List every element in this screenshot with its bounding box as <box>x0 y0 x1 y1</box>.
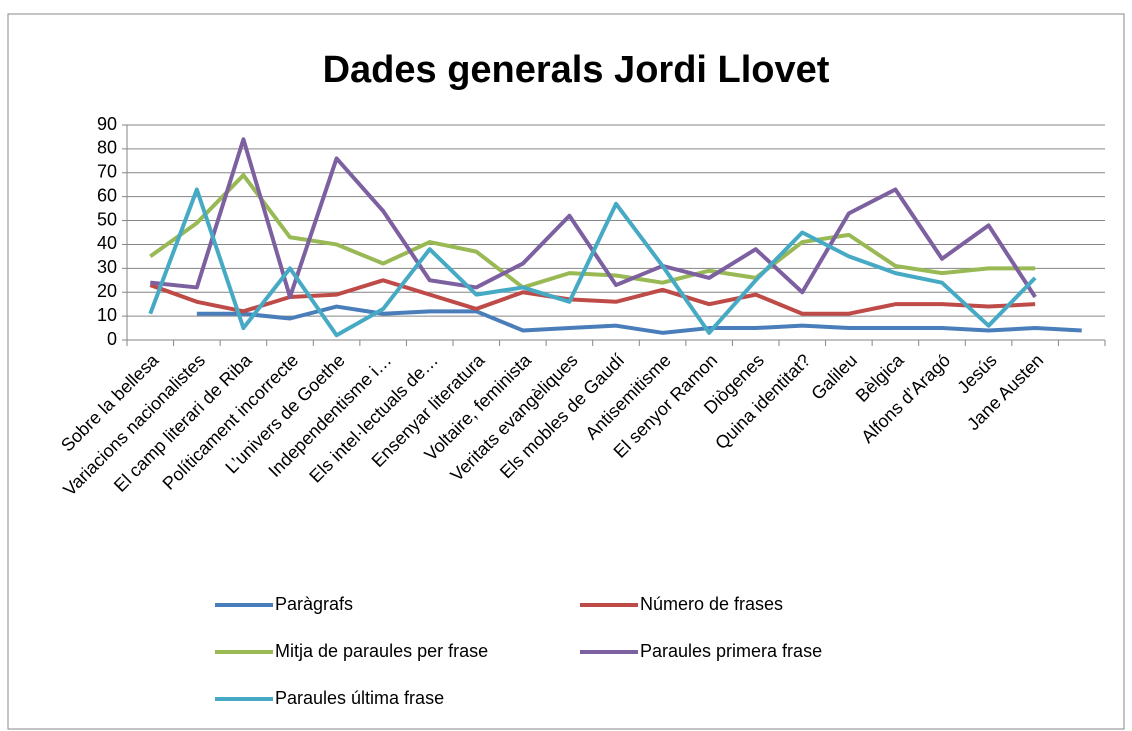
y-tick-label: 80 <box>97 138 117 158</box>
y-tick-label: 0 <box>107 329 117 349</box>
y-tick-label: 90 <box>97 114 117 134</box>
legend-label: Paraules última frase <box>275 688 444 708</box>
y-tick-label: 60 <box>97 185 117 205</box>
y-tick-label: 70 <box>97 162 117 182</box>
legend-label: Mitja de paraules per frase <box>275 641 488 661</box>
line-series <box>149 278 1036 316</box>
y-tick-label: 10 <box>97 305 117 325</box>
y-tick-label: 30 <box>97 257 117 277</box>
chart-title: Dades generals Jordi Llovet <box>323 49 830 91</box>
y-tick-label: 20 <box>97 281 117 301</box>
line-series <box>196 304 1082 335</box>
line-series <box>149 173 1036 290</box>
legend-label: Número de frases <box>640 594 783 614</box>
y-tick-label: 50 <box>97 209 117 229</box>
chart-border <box>7 13 1125 730</box>
legend-label: Paraules primera frase <box>640 641 822 661</box>
y-tick-label: 40 <box>97 233 117 253</box>
line-series <box>148 187 1037 338</box>
legend-label: Paràgrafs <box>275 594 353 614</box>
